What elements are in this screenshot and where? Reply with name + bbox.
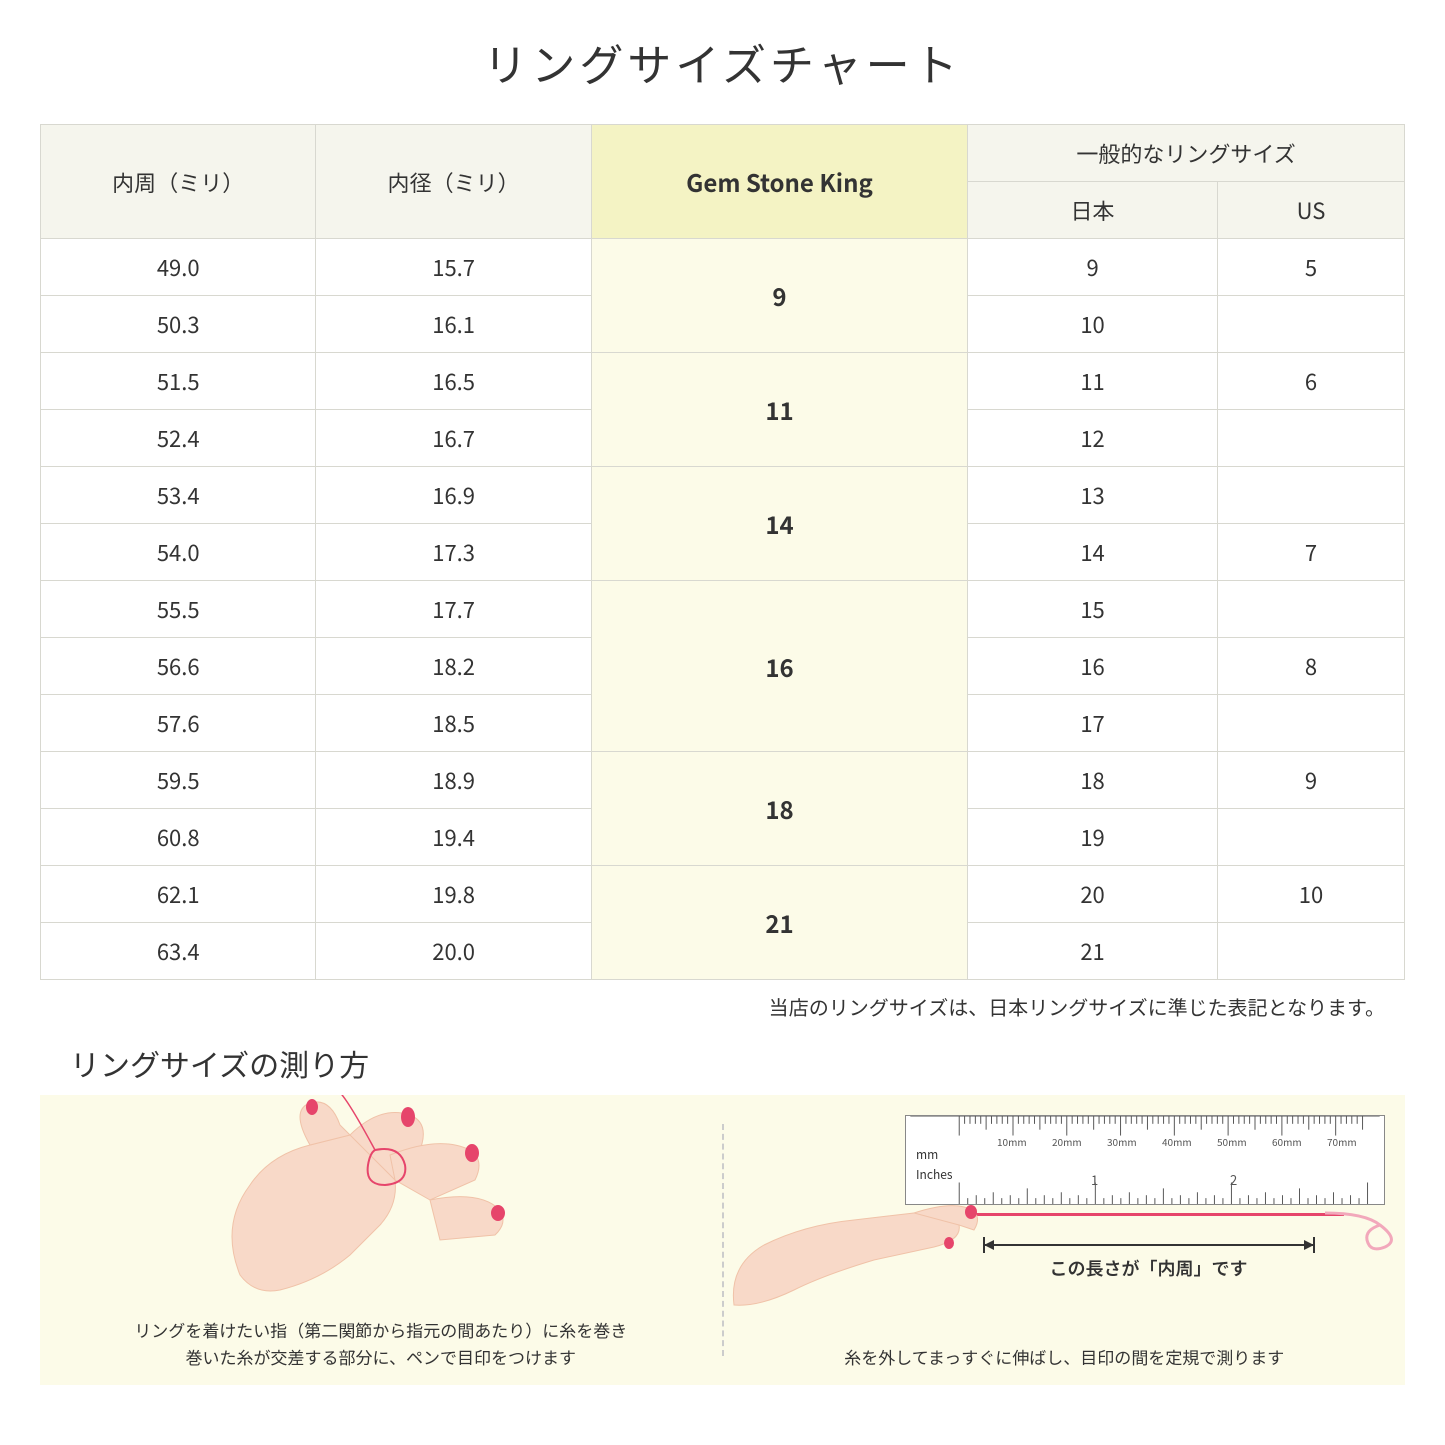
cell-circumference: 52.4: [41, 410, 316, 467]
cell-diameter: 16.7: [316, 410, 591, 467]
ruler-mm-mark: 10mm: [997, 1134, 1027, 1149]
ruler-mm-mark: 30mm: [1107, 1134, 1137, 1149]
cell-circumference: 51.5: [41, 353, 316, 410]
table-row: 55.517.71615: [41, 581, 1405, 638]
howto-title: リングサイズの測り方: [70, 1041, 1405, 1085]
table-note: 当店のリングサイズは、日本リングサイズに準じた表記となります。: [40, 992, 1405, 1021]
cell-us: [1217, 410, 1404, 467]
measure-arrow: [974, 1235, 1324, 1255]
cell-japan: 16: [968, 638, 1218, 695]
cell-us: [1217, 923, 1404, 980]
cell-gsk: 16: [591, 581, 967, 752]
cell-us: [1217, 809, 1404, 866]
cell-gsk: 18: [591, 752, 967, 866]
cell-japan: 9: [968, 239, 1218, 296]
cell-japan: 13: [968, 467, 1218, 524]
cell-circumference: 49.0: [41, 239, 316, 296]
ruler-mm-mark: 20mm: [1052, 1134, 1082, 1149]
cell-circumference: 56.6: [41, 638, 316, 695]
cell-us: [1217, 695, 1404, 752]
cell-japan: 21: [968, 923, 1218, 980]
cell-diameter: 17.3: [316, 524, 591, 581]
cell-circumference: 59.5: [41, 752, 316, 809]
cell-us: 9: [1217, 752, 1404, 809]
cell-diameter: 15.7: [316, 239, 591, 296]
table-row: 49.015.7995: [41, 239, 1405, 296]
ruler-mm-mark: 60mm: [1272, 1134, 1302, 1149]
cell-us: [1217, 581, 1404, 638]
cell-japan: 18: [968, 752, 1218, 809]
cell-diameter: 18.5: [316, 695, 591, 752]
cell-circumference: 53.4: [41, 467, 316, 524]
cell-gsk: 11: [591, 353, 967, 467]
cell-us: 10: [1217, 866, 1404, 923]
cell-diameter: 19.8: [316, 866, 591, 923]
cell-japan: 12: [968, 410, 1218, 467]
header-gsk: Gem Stone King: [591, 125, 967, 239]
cell-diameter: 19.4: [316, 809, 591, 866]
cell-diameter: 16.9: [316, 467, 591, 524]
cell-diameter: 18.2: [316, 638, 591, 695]
page-title: リングサイズチャート: [40, 30, 1405, 94]
cell-japan: 19: [968, 809, 1218, 866]
howto-section: リングを着けたい指（第二関節から指元の間あたり）に糸を巻き 巻いた糸が交差する部…: [40, 1095, 1405, 1385]
thread-line: [954, 1213, 1344, 1216]
cell-japan: 14: [968, 524, 1218, 581]
header-us: US: [1217, 182, 1404, 239]
cell-diameter: 17.7: [316, 581, 591, 638]
ruler-in-mark: 1: [1091, 1170, 1098, 1189]
howto-right-caption: 糸を外してまっすぐに伸ばし、目印の間を定規で測ります: [724, 1343, 1406, 1370]
cell-japan: 17: [968, 695, 1218, 752]
cell-us: [1217, 296, 1404, 353]
cell-circumference: 55.5: [41, 581, 316, 638]
header-diameter: 内径（ミリ）: [316, 125, 591, 239]
cell-us: 6: [1217, 353, 1404, 410]
cell-diameter: 20.0: [316, 923, 591, 980]
hand-wrap-illustration: [180, 1095, 580, 1305]
cell-japan: 15: [968, 581, 1218, 638]
cell-circumference: 62.1: [41, 866, 316, 923]
ruler-mm-mark: 40mm: [1162, 1134, 1192, 1149]
cell-us: 7: [1217, 524, 1404, 581]
cell-japan: 11: [968, 353, 1218, 410]
cell-diameter: 18.9: [316, 752, 591, 809]
cell-circumference: 57.6: [41, 695, 316, 752]
cell-us: 5: [1217, 239, 1404, 296]
howto-right-panel: mm Inches 10mm20mm30mm40mm50mm60mm70mm 1…: [724, 1095, 1406, 1385]
table-row: 59.518.918189: [41, 752, 1405, 809]
cell-gsk: 21: [591, 866, 967, 980]
howto-left-panel: リングを着けたい指（第二関節から指元の間あたり）に糸を巻き 巻いた糸が交差する部…: [40, 1095, 722, 1385]
cell-gsk: 9: [591, 239, 967, 353]
cell-circumference: 50.3: [41, 296, 316, 353]
ruler-mm-mark: 70mm: [1327, 1134, 1357, 1149]
ruler-in-mark: 2: [1230, 1170, 1237, 1189]
ruler-mm-label: mm: [916, 1146, 938, 1163]
cell-diameter: 16.5: [316, 353, 591, 410]
cell-circumference: 63.4: [41, 923, 316, 980]
ruler-mm-mark: 50mm: [1217, 1134, 1247, 1149]
hand-measure-illustration: [724, 1165, 984, 1315]
cell-diameter: 16.1: [316, 296, 591, 353]
cell-japan: 20: [968, 866, 1218, 923]
cell-gsk: 14: [591, 467, 967, 581]
arrow-label: この長さが「内周」です: [974, 1255, 1324, 1281]
thread-curl: [1325, 1195, 1415, 1255]
header-general: 一般的なリングサイズ: [968, 125, 1405, 182]
header-circumference: 内周（ミリ）: [41, 125, 316, 239]
table-row: 62.119.8212010: [41, 866, 1405, 923]
table-row: 51.516.511116: [41, 353, 1405, 410]
cell-circumference: 60.8: [41, 809, 316, 866]
howto-left-caption: リングを着けたい指（第二関節から指元の間あたり）に糸を巻き 巻いた糸が交差する部…: [40, 1316, 722, 1370]
ring-size-table: 内周（ミリ） 内径（ミリ） Gem Stone King 一般的なリングサイズ …: [40, 124, 1405, 980]
cell-circumference: 54.0: [41, 524, 316, 581]
table-row: 53.416.91413: [41, 467, 1405, 524]
cell-us: [1217, 467, 1404, 524]
cell-japan: 10: [968, 296, 1218, 353]
header-japan: 日本: [968, 182, 1218, 239]
cell-us: 8: [1217, 638, 1404, 695]
